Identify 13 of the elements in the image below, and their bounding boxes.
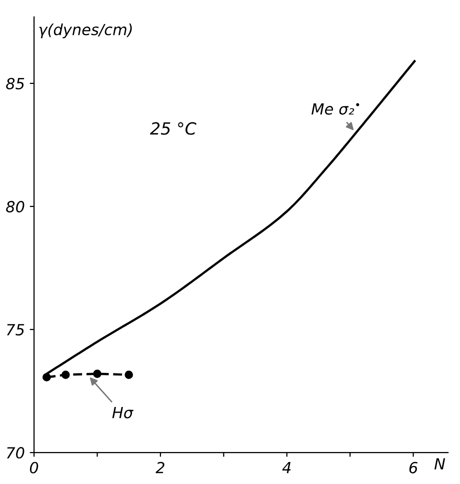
y-tick-label: 70 [6,447,24,459]
y-tick-label: 80 [6,200,24,212]
x-tick-label: 4 [282,462,291,474]
series-label: Me σ₂$^{•}$ [312,103,360,115]
annotation: 25 °C [150,122,196,135]
y-tick-label: 75 [6,324,24,336]
x-tick-label: 0 [30,462,38,474]
y-axis-title: γ(dynes/cm) [39,23,132,38]
x-axis-title: N [434,458,446,470]
x-tick-label: 2 [156,462,164,474]
series-label: Hσ [112,407,134,418]
x-tick-label: 6 [409,462,418,474]
y-tick-label: 85 [6,78,24,90]
